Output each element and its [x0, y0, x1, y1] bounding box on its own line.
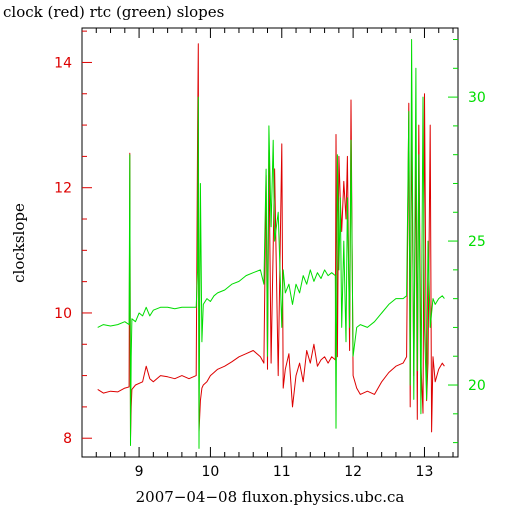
x-tick-label: 11 — [273, 464, 291, 480]
x-tick-label: 13 — [416, 464, 434, 480]
series-line-green — [97, 39, 445, 449]
y-right-tick-label: 20 — [468, 378, 486, 394]
y-left-tick-label: 8 — [63, 431, 72, 447]
chart-title: clock (red) rtc (green) slopes — [3, 3, 224, 21]
y-right-tick-label: 25 — [468, 234, 486, 250]
plot-frame — [81, 27, 459, 458]
y-right-tick-label: 30 — [468, 90, 486, 106]
x-tick-label: 12 — [344, 464, 362, 480]
x-tick-label: 10 — [202, 464, 220, 480]
y-left-tick-label: 10 — [54, 306, 72, 322]
x-axis-label: 2007−04−08 fluxon.physics.ubc.ca — [136, 488, 405, 506]
y-axis-label: clockslope — [10, 203, 28, 283]
x-tick-label: 9 — [135, 464, 144, 480]
y-left-tick-label: 14 — [54, 55, 72, 71]
y-left-tick-label: 12 — [54, 181, 72, 197]
series-line-red — [97, 43, 445, 439]
